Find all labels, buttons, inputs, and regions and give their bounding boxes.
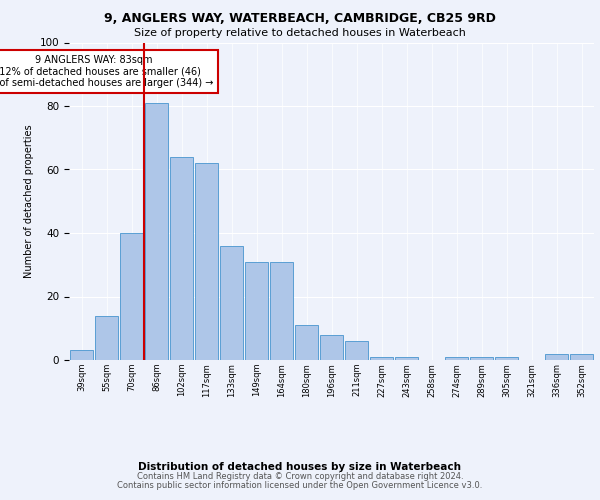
Bar bbox=[395, 357, 418, 360]
Bar bbox=[569, 354, 593, 360]
Bar bbox=[194, 163, 218, 360]
Bar bbox=[494, 357, 518, 360]
Y-axis label: Number of detached properties: Number of detached properties bbox=[24, 124, 34, 278]
Bar bbox=[344, 341, 368, 360]
Text: Contains HM Land Registry data © Crown copyright and database right 2024.: Contains HM Land Registry data © Crown c… bbox=[137, 472, 463, 481]
Bar bbox=[295, 325, 319, 360]
Text: Distribution of detached houses by size in Waterbeach: Distribution of detached houses by size … bbox=[139, 462, 461, 472]
Bar bbox=[70, 350, 94, 360]
Bar bbox=[269, 262, 293, 360]
Bar bbox=[170, 157, 193, 360]
Bar bbox=[445, 357, 469, 360]
Bar bbox=[245, 262, 268, 360]
Bar bbox=[370, 357, 394, 360]
Bar bbox=[119, 233, 143, 360]
Text: Contains public sector information licensed under the Open Government Licence v3: Contains public sector information licen… bbox=[118, 481, 482, 490]
Bar bbox=[95, 316, 118, 360]
Bar bbox=[320, 334, 343, 360]
Text: Size of property relative to detached houses in Waterbeach: Size of property relative to detached ho… bbox=[134, 28, 466, 38]
Text: 9, ANGLERS WAY, WATERBEACH, CAMBRIDGE, CB25 9RD: 9, ANGLERS WAY, WATERBEACH, CAMBRIDGE, C… bbox=[104, 12, 496, 26]
Bar bbox=[145, 103, 169, 360]
Text: 9 ANGLERS WAY: 83sqm
← 12% of detached houses are smaller (46)
88% of semi-detac: 9 ANGLERS WAY: 83sqm ← 12% of detached h… bbox=[0, 55, 213, 88]
Bar bbox=[220, 246, 244, 360]
Bar bbox=[470, 357, 493, 360]
Bar bbox=[545, 354, 568, 360]
